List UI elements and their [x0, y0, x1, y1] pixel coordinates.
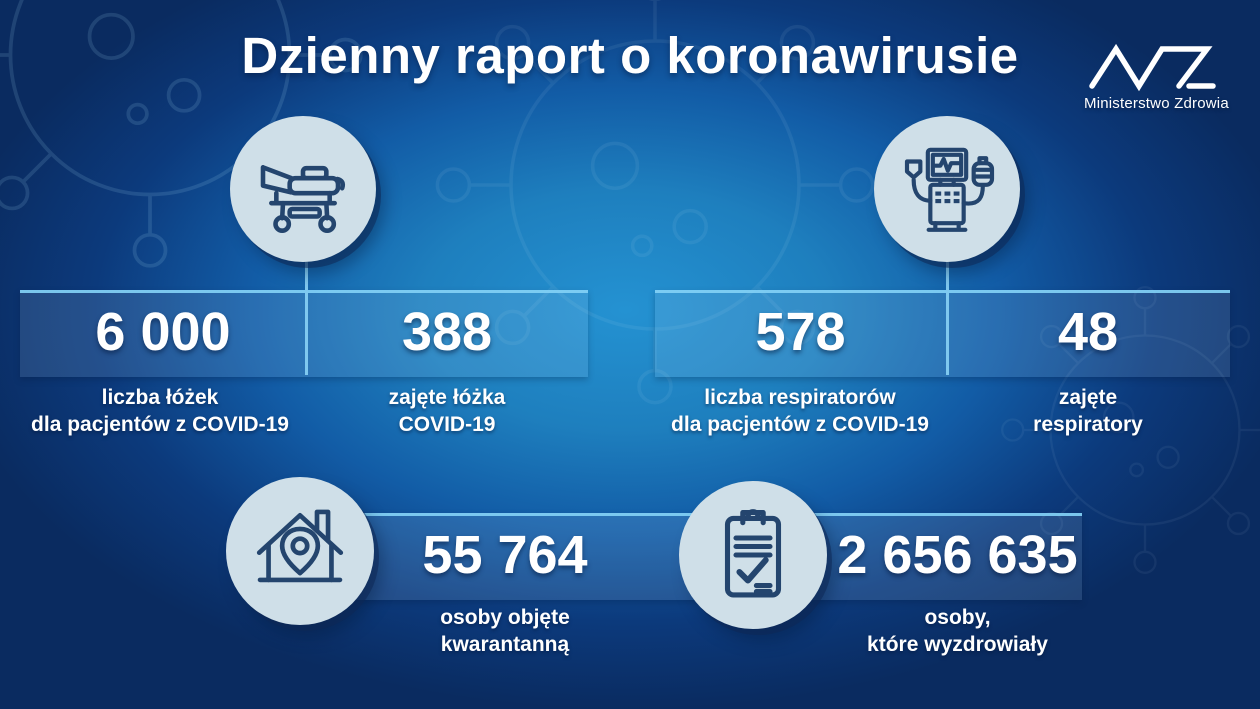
stat-label-line: dla pacjentów z COVID-19 — [31, 413, 289, 436]
stat-label-vents-total: liczba respiratorów dla pacjentów z COVI… — [640, 384, 960, 438]
ventilator-icon — [904, 147, 995, 232]
stat-label-line: zajęte — [1058, 386, 1118, 409]
stat-label-line: zajęte łóżka — [388, 386, 506, 409]
stat-label-vents-occupied: zajęte respiratory — [946, 384, 1230, 438]
stat-label-recovered: osoby, które wyzdrowiały — [820, 604, 1095, 658]
stat-label-line: dla pacjentów z COVID-19 — [671, 413, 929, 436]
stat-value-quarantine: 55 764 — [422, 525, 588, 585]
stat-label-quarantine: osoby objęte kwarantanną — [375, 604, 635, 658]
page-title: Dzienny raport o koronawirusie — [241, 27, 1019, 84]
stat-value-vents-occupied: 48 — [1057, 302, 1119, 362]
stat-label-line: które wyzdrowiały — [867, 633, 1048, 656]
stat-label-line: respiratory — [1033, 413, 1143, 436]
home-location-pin-icon — [256, 509, 344, 583]
stat-value-beds-occupied: 388 — [401, 302, 493, 362]
clipboard-check-icon — [724, 509, 782, 598]
stat-value-recovered: 2 656 635 — [837, 525, 1078, 585]
hospital-bed-icon — [260, 165, 346, 233]
recovered-icon-circle — [679, 481, 827, 629]
ventilators-icon-circle — [874, 116, 1020, 262]
ministry-logo: Ministerstwo Zdrowia — [1084, 36, 1229, 112]
quarantine-icon-circle — [226, 477, 374, 625]
stat-label-line: COVID-19 — [398, 413, 496, 436]
mz-zigzag-logo-icon — [1089, 43, 1216, 92]
stat-label-line: osoby, — [924, 606, 991, 629]
stat-value-beds-total: 6 000 — [95, 302, 231, 362]
stat-value-vents-total: 578 — [755, 302, 846, 362]
ministry-logo-caption: Ministerstwo Zdrowia — [1084, 95, 1229, 112]
stat-label-line: liczba respiratorów — [704, 386, 896, 409]
beds-icon-circle — [230, 116, 376, 262]
stat-label-line: osoby objęte — [440, 606, 570, 629]
stat-label-beds-total: liczba łóżek dla pacjentów z COVID-19 — [0, 384, 320, 438]
stat-label-line: kwarantanną — [440, 633, 570, 656]
connector-line-beds — [305, 258, 308, 375]
stat-label-line: liczba łóżek — [101, 386, 219, 409]
stat-label-beds-occupied: zajęte łóżka COVID-19 — [306, 384, 588, 438]
connector-line-ventilators — [946, 258, 949, 375]
